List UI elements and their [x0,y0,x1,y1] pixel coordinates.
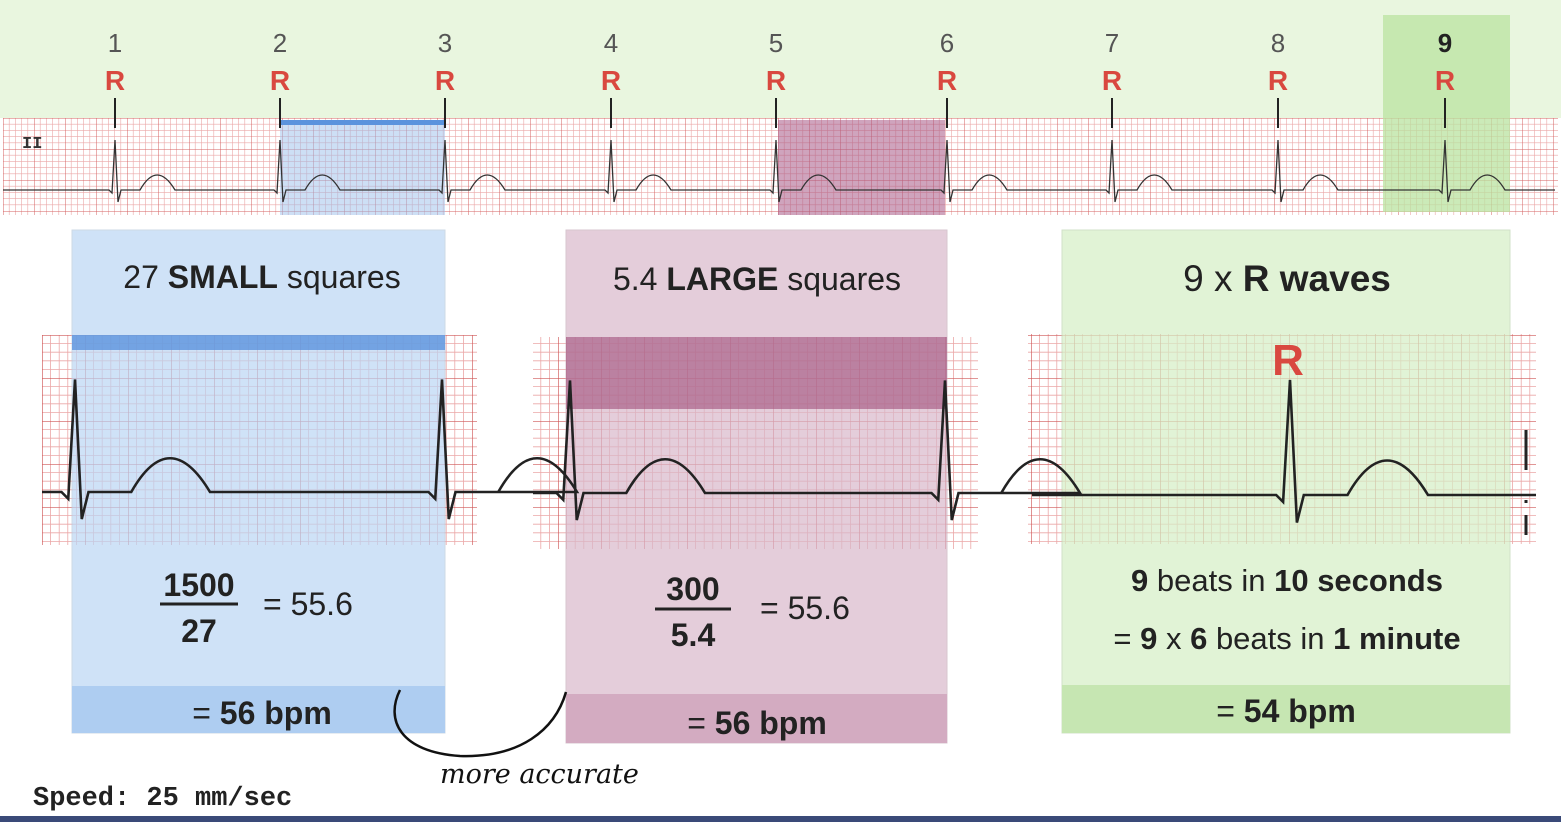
equals: = 55.6 [760,590,850,626]
purple-panel [565,229,948,744]
info-line: = 9 x 6 beats in 1 minute [1113,621,1460,656]
panel-waveform [533,380,1083,521]
numerator: 300 [666,571,719,607]
heading-part: 9 x [1183,258,1243,299]
result-bold: 56 bpm [220,695,332,731]
r-marker: R [1272,336,1304,385]
lead-label: II [22,135,42,154]
bold-part: 6 [1190,621,1207,656]
r-label: R [105,65,125,96]
annotation-curve [393,689,568,758]
text-part: x [1157,621,1190,656]
text-part: beats in [1207,621,1333,656]
numerator: 1500 [163,567,234,603]
green-result-band [1062,685,1510,733]
beat-number: 7 [1105,28,1119,58]
blue-result-band [72,686,445,733]
annotation: more accurate [440,759,639,790]
panel-waveform [42,379,580,520]
blue-highlight [280,120,445,215]
top-band [0,0,1561,120]
r-label: R [937,65,957,96]
heading-bold: SMALL [168,259,278,295]
result-part: = [687,705,715,741]
blue-panel [71,229,446,734]
purple-panel-bar [566,337,947,409]
r-label: R [1435,65,1455,96]
r-label: R [435,65,455,96]
panel-heading: 27 SMALL squares [123,259,400,295]
strip-waveform [3,139,1555,203]
result-bold: 56 bpm [715,705,827,741]
heading-part: squares [778,261,901,297]
beat-number: 2 [273,28,287,58]
beat-number: 4 [604,28,618,58]
r-label: R [1268,65,1288,96]
r-label: R [766,65,786,96]
bold-part: 9 [1140,621,1157,656]
beat-number: 6 [940,28,954,58]
blue-bar [280,120,445,125]
purple-highlight [778,120,945,215]
beat-number: 8 [1271,28,1285,58]
r-label: R [270,65,290,96]
beat-number: 3 [438,28,452,58]
beat-number: 1 [108,28,122,58]
result: = 56 bpm [687,705,827,741]
bottom-bar [0,816,1561,822]
denominator: 27 [181,613,217,649]
denominator: 5.4 [671,617,716,653]
result-part: = [1216,693,1244,729]
result: = 56 bpm [192,695,332,731]
beat-number: 5 [769,28,783,58]
speed-label: Speed: 25 mm/sec [33,784,292,814]
bold-part: 10 seconds [1274,563,1443,598]
beat-labels: 1 R 2 R 3 R 4 R 5 R 6 R 7 R 8 R 9 R [105,28,1455,128]
heading-part: 5.4 [613,261,666,297]
text-part: = [1113,621,1140,656]
heading-bold: R waves [1243,258,1391,299]
bold-part: 1 minute [1333,621,1460,656]
green-panel [1061,229,1511,734]
r-label: R [601,65,621,96]
info-line: 9 beats in 10 seconds [1131,563,1443,598]
blue-panel-bar [72,335,445,350]
heading-part: 27 [123,259,167,295]
panel-heading: 5.4 LARGE squares [613,261,901,297]
r-label: R [1102,65,1122,96]
result-part: = [192,695,220,731]
purple-result-band [566,694,947,743]
equals: = 55.6 [263,586,353,622]
result-bold: 54 bpm [1244,693,1356,729]
panel-heading: 9 x R waves [1183,258,1391,299]
beat-number: 9 [1438,28,1452,58]
heading-part: squares [278,259,401,295]
heading-bold: LARGE [666,261,778,297]
text-part: beats in [1148,563,1274,598]
bold-part: 9 [1131,563,1148,598]
panel-waveform [1032,379,1536,523]
result: = 54 bpm [1216,693,1356,729]
